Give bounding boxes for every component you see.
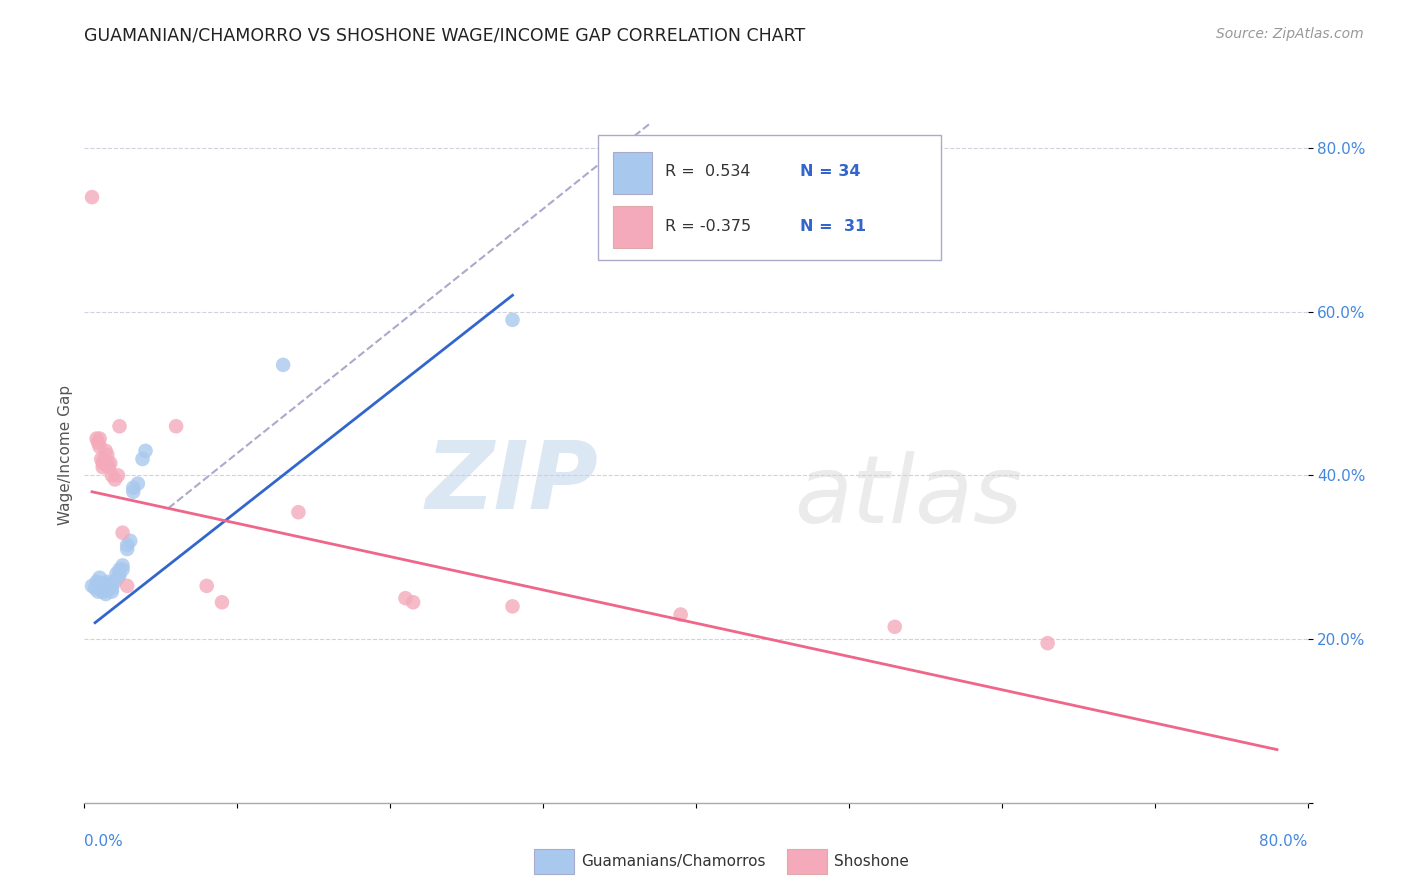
Point [108, 568, 131, 582]
FancyBboxPatch shape [598, 135, 941, 260]
Point [80, 190, 103, 204]
Point [89, 571, 111, 585]
Text: R = -0.375: R = -0.375 [665, 219, 752, 235]
Text: atlas: atlas [794, 451, 1022, 542]
Point [211, 595, 233, 609]
Point [1036, 636, 1059, 650]
Point [271, 358, 294, 372]
Point [287, 505, 309, 519]
Y-axis label: Wage/Income Gap: Wage/Income Gap [58, 384, 73, 525]
Point [502, 599, 524, 614]
Point [91, 579, 114, 593]
Point [107, 571, 129, 585]
Point [115, 542, 138, 557]
Point [127, 476, 149, 491]
Point [93, 456, 115, 470]
Point [669, 607, 692, 622]
Point [86, 432, 108, 446]
Point [98, 456, 121, 470]
Point [87, 435, 110, 450]
Point [115, 579, 138, 593]
Point [97, 460, 120, 475]
Point [90, 582, 112, 597]
Point [97, 579, 120, 593]
Point [101, 584, 124, 599]
Point [131, 452, 153, 467]
Point [402, 595, 425, 609]
Text: R =  0.534: R = 0.534 [665, 164, 751, 179]
Point [108, 419, 131, 434]
Text: 80.0%: 80.0% [1260, 834, 1308, 849]
Point [89, 440, 111, 454]
Point [101, 582, 124, 596]
Text: N = 34: N = 34 [800, 164, 860, 179]
Point [94, 587, 117, 601]
Point [111, 525, 134, 540]
Point [89, 432, 111, 446]
Text: GUAMANIAN/CHAMORRO VS SHOSHONE WAGE/INCOME GAP CORRELATION CHART: GUAMANIAN/CHAMORRO VS SHOSHONE WAGE/INCO… [84, 27, 806, 45]
Point [91, 456, 114, 470]
Point [91, 460, 114, 475]
Point [93, 582, 115, 596]
Point [122, 481, 145, 495]
FancyBboxPatch shape [613, 206, 652, 248]
Point [502, 313, 524, 327]
Point [93, 452, 115, 467]
Point [80, 579, 103, 593]
Point [87, 584, 110, 599]
Text: N =  31: N = 31 [800, 219, 866, 235]
Point [104, 574, 127, 589]
Point [89, 576, 111, 591]
Point [111, 558, 134, 573]
Point [90, 452, 112, 467]
Point [394, 591, 416, 606]
Point [120, 533, 142, 548]
Point [96, 448, 118, 462]
Point [91, 584, 114, 599]
Point [96, 456, 118, 470]
Point [111, 562, 134, 576]
Point [115, 538, 138, 552]
Text: Source: ZipAtlas.com: Source: ZipAtlas.com [1216, 27, 1364, 41]
Point [165, 419, 187, 434]
Point [86, 574, 108, 589]
Point [108, 562, 131, 576]
Point [98, 576, 121, 591]
Point [105, 566, 128, 581]
Point [94, 443, 117, 458]
Text: ZIP: ZIP [425, 437, 598, 529]
Point [96, 574, 118, 589]
Point [122, 484, 145, 499]
Point [101, 468, 124, 483]
Point [135, 443, 157, 458]
Point [96, 582, 118, 597]
Text: Shoshone: Shoshone [834, 855, 908, 869]
Text: Guamanians/Chamorros: Guamanians/Chamorros [581, 855, 765, 869]
FancyBboxPatch shape [613, 153, 652, 194]
Point [107, 468, 129, 483]
Point [883, 620, 905, 634]
Point [195, 579, 218, 593]
Point [84, 582, 107, 596]
Point [104, 473, 127, 487]
Text: 0.0%: 0.0% [84, 834, 124, 849]
